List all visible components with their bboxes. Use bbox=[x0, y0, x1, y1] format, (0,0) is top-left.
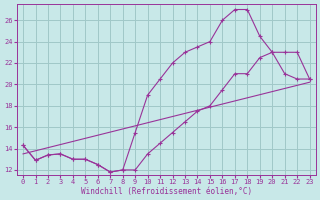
X-axis label: Windchill (Refroidissement éolien,°C): Windchill (Refroidissement éolien,°C) bbox=[81, 187, 252, 196]
